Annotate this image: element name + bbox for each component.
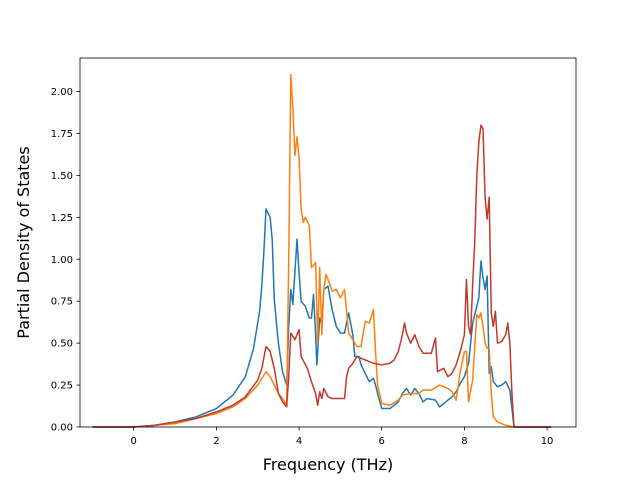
plot-area-frame: [79, 57, 577, 428]
series-line-1: [92, 208, 552, 428]
series-line-2: [92, 74, 552, 428]
y-tick-label: 1.00: [51, 255, 73, 266]
y-tick-label: 1.50: [51, 171, 73, 182]
y-ticks: 0.00 0.25 0.50 0.75 1.00 1.25 1.50 1.75 2.00: [51, 87, 80, 434]
y-tick-label: 0.75: [51, 297, 73, 308]
y-tick-label: 0.25: [51, 381, 73, 392]
x-axis-label: Frequency (THz): [263, 455, 393, 474]
x-tick-label: 0: [131, 436, 137, 447]
y-axis-label: Partial Density of States: [14, 146, 33, 338]
series-line-3: [92, 124, 552, 428]
x-tick-label: 4: [296, 436, 302, 447]
x-tick-label: 2: [213, 436, 219, 447]
y-tick-label: 2.00: [51, 87, 73, 98]
axes-layer: [79, 57, 577, 428]
x-tick-label: 8: [461, 436, 467, 447]
series-layer: [92, 74, 552, 428]
y-tick-label: 0.50: [51, 339, 73, 350]
y-tick-label: 0.00: [51, 423, 73, 434]
x-ticks: 0 2 4 6 8 10: [131, 427, 554, 447]
x-tick-label: 10: [541, 436, 554, 447]
x-tick-label: 6: [379, 436, 385, 447]
y-tick-label: 1.75: [51, 129, 73, 140]
y-tick-label: 1.25: [51, 213, 73, 224]
